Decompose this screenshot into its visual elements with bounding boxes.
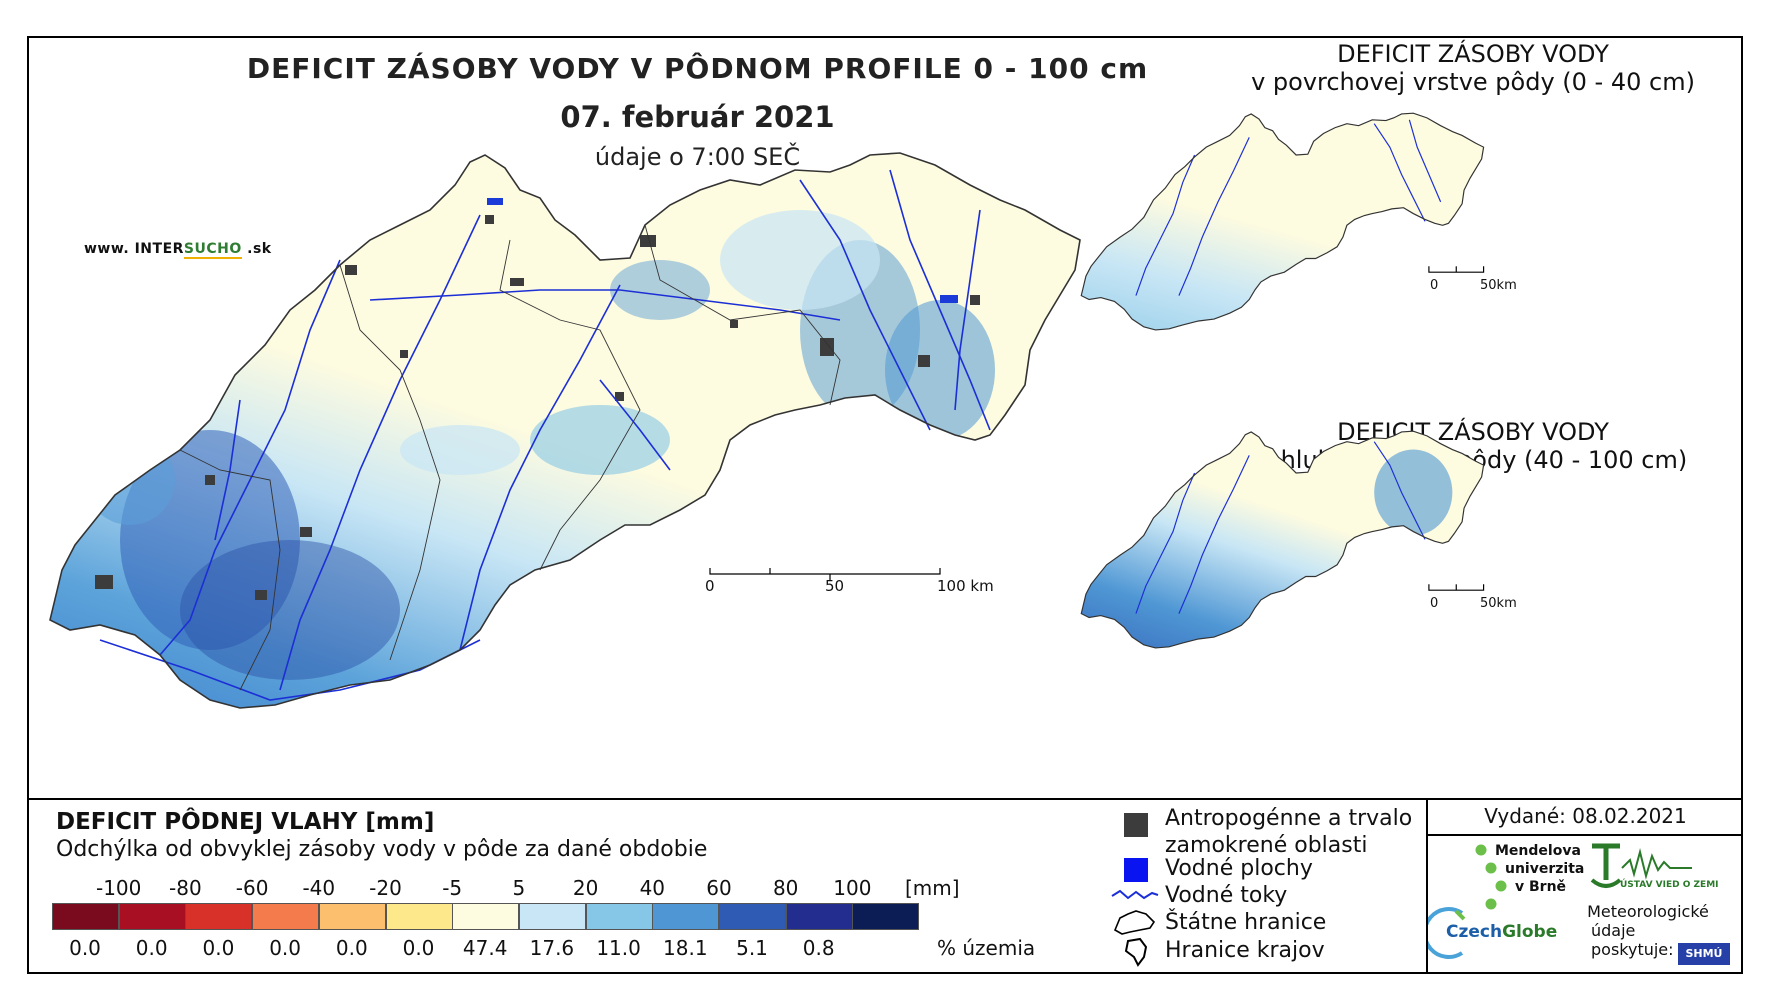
legend-tick: 20 <box>572 876 599 900</box>
legend-swatch <box>252 903 320 930</box>
website-link[interactable]: www. INTERSUCHO .sk <box>84 241 272 259</box>
legend-percentage: 0.8 <box>802 936 835 960</box>
legend-subtitle: Odchýlka od obvyklej zásoby vody v pôde … <box>56 837 708 862</box>
map-time: údaje o 7:00 SEČ <box>594 143 801 171</box>
inset-bottom-scale-50: 50km <box>1480 596 1517 611</box>
legend-percentage: 17.6 <box>529 936 575 960</box>
legend-swatch <box>518 903 586 930</box>
legend-percentage: 0.0 <box>135 936 168 960</box>
urban-area-symbol <box>1124 813 1148 837</box>
map-title: DEFICIT ZÁSOBY VODY V PÔDNOM PROFILE 0 -… <box>246 52 1149 85</box>
legend-swatch <box>785 903 853 930</box>
legend-tick: 100 <box>833 876 872 900</box>
river-label: Vodné toky <box>1165 883 1288 908</box>
divider <box>1427 834 1743 836</box>
meteo-provider-text: Meteorologické údaje poskytuje: <box>1587 902 1709 959</box>
legend-swatch <box>585 903 653 930</box>
legend-percentage: 0.0 <box>69 936 101 960</box>
state-border-symbol <box>1113 910 1156 935</box>
inset-top-scale-50: 50km <box>1480 278 1517 293</box>
legend-percentage: 0.0 <box>335 936 368 960</box>
legend-percentage: 5.1 <box>736 936 768 960</box>
scale-label-100: 100 km <box>937 577 994 595</box>
region-border-label: Hranice krajov <box>1165 938 1325 963</box>
scale-label-50: 50 <box>825 577 845 595</box>
legend-swatch <box>118 903 186 930</box>
legend-swatch <box>719 903 786 930</box>
map-frame <box>27 36 1743 974</box>
legend-tick: -20 <box>369 876 402 900</box>
legend-tick: 60 <box>706 876 732 900</box>
legend-swatch <box>652 903 720 930</box>
legend-percentage: 0.0 <box>202 936 235 960</box>
river-symbol <box>1111 889 1159 900</box>
legend-tick: -60 <box>235 876 269 900</box>
percent-label: % územia <box>937 936 1036 960</box>
water-area-symbol <box>1124 858 1148 882</box>
legend-swatch <box>185 903 253 930</box>
legend-tick: -80 <box>169 876 202 900</box>
inset-top-scale-0: 0 <box>1430 278 1439 293</box>
map-date: 07. február 2021 <box>560 100 835 134</box>
inset-top-title: DEFICIT ZÁSOBY VODY <box>1337 40 1609 68</box>
legend-tick: 5 <box>512 876 526 900</box>
legend-unit: [mm] <box>905 876 960 900</box>
inset-bottom-scale-0: 0 <box>1430 596 1439 611</box>
legend-swatch <box>52 903 119 930</box>
inset-top-subtitle: v povrchovej vrstve pôdy (0 - 40 cm) <box>1251 68 1695 96</box>
legend-percentage: 18.1 <box>663 936 708 960</box>
legend-tick: 40 <box>639 876 666 900</box>
legend-swatch <box>385 903 453 930</box>
legend-swatch <box>852 903 920 930</box>
region-border-symbol <box>1124 937 1148 967</box>
legend-title: DEFICIT PÔDNEJ VLAHY [mm] <box>56 809 435 835</box>
divider <box>1426 798 1428 974</box>
shmu-logo: SHMÚ <box>1678 943 1730 965</box>
legend-percentage: 47.4 <box>462 936 508 960</box>
legend-percentage: 11.0 <box>596 936 641 960</box>
legend-percentage: 0.0 <box>402 936 435 960</box>
scale-label-0: 0 <box>705 577 715 595</box>
urban-area-label: Antropogénne a trvalo zamokrené oblasti <box>1165 806 1413 858</box>
issued-date: Vydané: 08.02.2021 <box>1484 804 1687 828</box>
legend-tick: 80 <box>772 876 799 900</box>
divider <box>27 798 1743 800</box>
legend-swatch <box>318 903 386 930</box>
legend-tick: -100 <box>95 876 142 900</box>
legend-tick: -40 <box>302 876 336 900</box>
legend-tick: -5 <box>442 876 463 900</box>
legend-swatch <box>452 903 520 930</box>
inset-map-bottom <box>1080 430 1485 649</box>
main-map <box>49 152 1081 709</box>
inset-map-top <box>1080 112 1485 331</box>
main-scale-bar <box>709 568 941 580</box>
legend-percentage: 0.0 <box>269 936 301 960</box>
state-border-label: Štátne hranice <box>1165 910 1327 935</box>
water-area-label: Vodné plochy <box>1165 856 1313 881</box>
